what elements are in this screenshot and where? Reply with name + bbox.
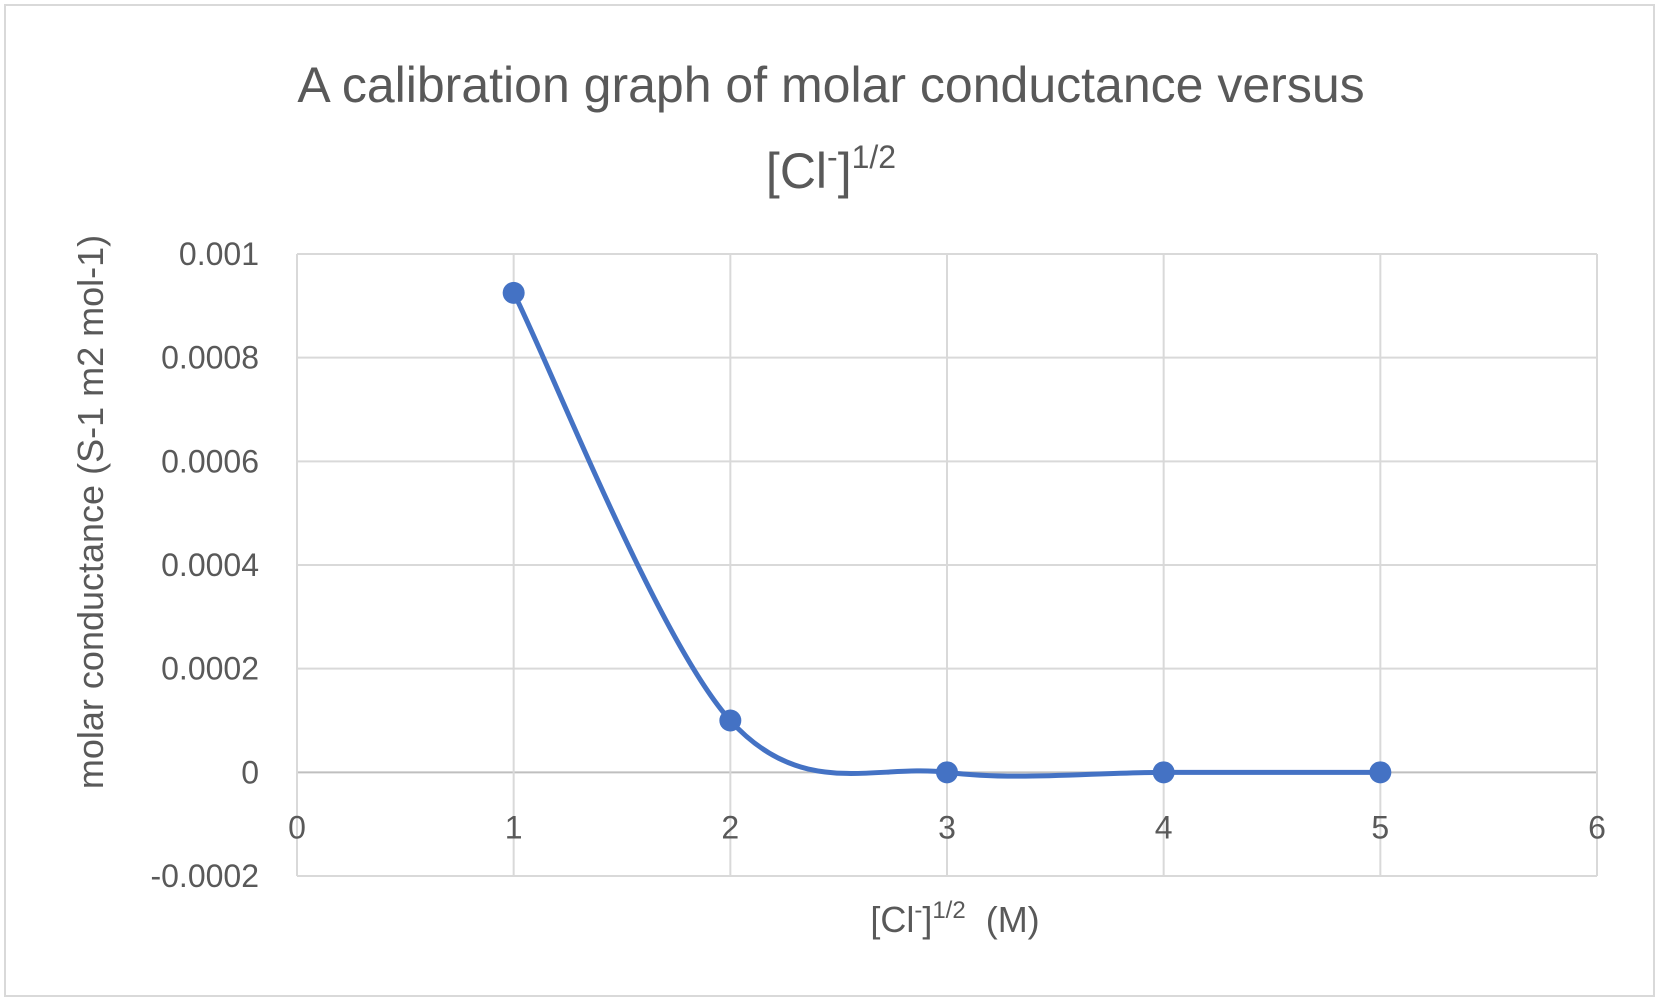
series-line [511,290,1383,779]
y-tick-label: 0.0008 [161,340,259,376]
x-tick-label: 4 [1155,809,1173,845]
grid-layer [296,253,1598,877]
y-tick-label: 0.0004 [161,547,259,583]
y-tick-label: 0.001 [179,236,259,272]
x-tick-label: 2 [721,809,739,845]
data-point [936,761,958,784]
data-point [1369,761,1392,784]
x-tick-label: 1 [505,809,523,845]
series-layer [502,281,1392,784]
y-tick-label: 0.0002 [161,651,259,687]
x-tick-label: 0 [288,809,306,845]
y-axis-title: molar conductance (S-1 m2 mol-1) [70,235,111,789]
x-axis-title-bracket-close: ] [922,899,932,940]
tick-layer: -0.0002 0 0.0002 0.0004 0.0006 0.0008 0.001 0 1 2… [150,236,1605,894]
x-axis-title-superscript-minus: - [914,897,922,924]
y-tick-label: -0.0002 [150,858,259,894]
x-axis-title-unit: (M) [966,899,1040,940]
chart-title-line-2: [Cl-]1/2 [766,139,896,199]
x-axis-title: [Cl-]1/2 (M) [870,897,1039,940]
x-axis-title-superscript-half: 1/2 [932,897,965,924]
chart-title-bracket-open: [Cl [766,143,827,199]
y-tick-label: 0 [241,754,259,790]
data-point [719,709,742,732]
x-tick-label: 5 [1371,809,1389,845]
chart-title-line-1: A calibration graph of molar conductance… [297,57,1364,113]
y-tick-label: 0.0006 [161,443,259,479]
chart-title-bracket-close: ] [838,143,852,199]
x-axis-title-bracket-open: [Cl [870,899,914,940]
chart-title-superscript-minus: - [827,139,838,175]
data-point [502,281,525,304]
x-tick-label: 3 [938,809,956,845]
x-tick-label: 6 [1588,809,1606,845]
chart-title-superscript-half: 1/2 [852,139,896,175]
data-point [1152,761,1175,784]
